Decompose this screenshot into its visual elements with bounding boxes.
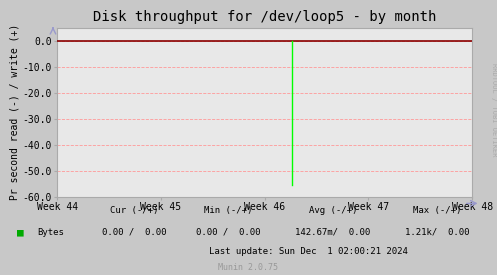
Text: Bytes: Bytes bbox=[37, 228, 64, 237]
Text: Avg (-/+): Avg (-/+) bbox=[309, 206, 357, 215]
Y-axis label: Pr second read (-) / write (+): Pr second read (-) / write (+) bbox=[9, 24, 19, 200]
Text: Min (-/+): Min (-/+) bbox=[204, 206, 253, 215]
Text: 1.21k/  0.00: 1.21k/ 0.00 bbox=[405, 228, 470, 237]
Text: RRDTOOL / TOBI OETIKER: RRDTOOL / TOBI OETIKER bbox=[491, 63, 497, 157]
Text: 142.67m/  0.00: 142.67m/ 0.00 bbox=[295, 228, 371, 237]
Title: Disk throughput for /dev/loop5 - by month: Disk throughput for /dev/loop5 - by mont… bbox=[93, 10, 436, 24]
Text: Last update: Sun Dec  1 02:00:21 2024: Last update: Sun Dec 1 02:00:21 2024 bbox=[209, 247, 408, 256]
Text: 0.00 /  0.00: 0.00 / 0.00 bbox=[102, 228, 166, 237]
Text: 0.00 /  0.00: 0.00 / 0.00 bbox=[196, 228, 261, 237]
Text: Max (-/+): Max (-/+) bbox=[413, 206, 462, 215]
Text: Cur (-/+): Cur (-/+) bbox=[110, 206, 159, 215]
Text: Munin 2.0.75: Munin 2.0.75 bbox=[219, 263, 278, 272]
Text: ■: ■ bbox=[17, 227, 24, 237]
